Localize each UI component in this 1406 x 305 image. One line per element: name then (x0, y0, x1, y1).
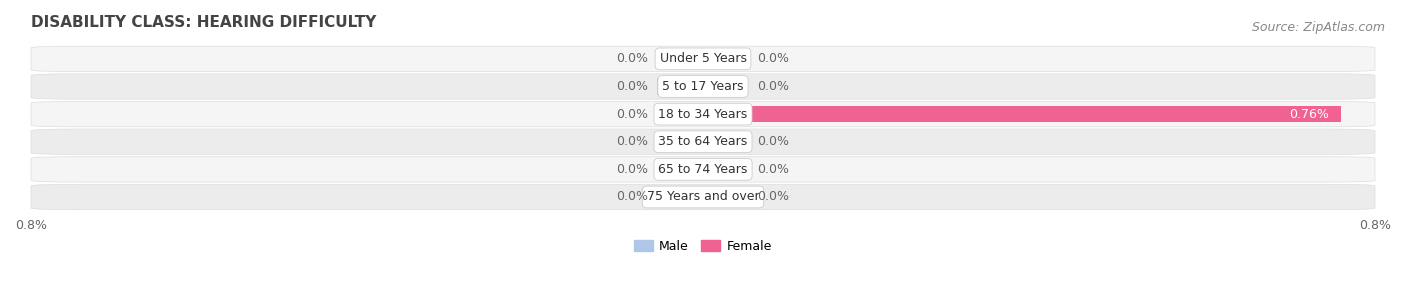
Legend: Male, Female: Male, Female (634, 240, 772, 253)
Text: 0.0%: 0.0% (616, 191, 648, 203)
Text: 18 to 34 Years: 18 to 34 Years (658, 108, 748, 120)
Bar (657, 161, 703, 178)
Text: DISABILITY CLASS: HEARING DIFFICULTY: DISABILITY CLASS: HEARING DIFFICULTY (31, 15, 377, 30)
Text: 0.0%: 0.0% (616, 108, 648, 120)
Text: 35 to 64 Years: 35 to 64 Years (658, 135, 748, 148)
Bar (703, 134, 741, 150)
Bar (703, 161, 741, 178)
FancyBboxPatch shape (31, 157, 1375, 182)
FancyBboxPatch shape (31, 129, 1375, 154)
Text: 75 Years and over: 75 Years and over (647, 191, 759, 203)
Bar (703, 106, 1341, 122)
Text: 5 to 17 Years: 5 to 17 Years (662, 80, 744, 93)
FancyBboxPatch shape (31, 74, 1375, 99)
Text: 0.0%: 0.0% (616, 135, 648, 148)
Text: 0.0%: 0.0% (616, 52, 648, 65)
Bar (657, 51, 703, 67)
Text: 65 to 74 Years: 65 to 74 Years (658, 163, 748, 176)
Text: 0.0%: 0.0% (758, 52, 790, 65)
Text: Under 5 Years: Under 5 Years (659, 52, 747, 65)
Bar (703, 78, 741, 95)
Bar (703, 189, 741, 205)
Text: 0.0%: 0.0% (758, 191, 790, 203)
Bar (657, 134, 703, 150)
Bar (657, 78, 703, 95)
Bar (703, 51, 741, 67)
Bar (657, 189, 703, 205)
Text: 0.0%: 0.0% (616, 80, 648, 93)
FancyBboxPatch shape (31, 46, 1375, 72)
Text: 0.0%: 0.0% (758, 80, 790, 93)
FancyBboxPatch shape (31, 184, 1375, 210)
Text: 0.0%: 0.0% (758, 163, 790, 176)
Text: 0.0%: 0.0% (616, 163, 648, 176)
Bar (657, 106, 703, 122)
Text: 0.76%: 0.76% (1289, 108, 1329, 120)
Text: 0.0%: 0.0% (758, 135, 790, 148)
Text: Source: ZipAtlas.com: Source: ZipAtlas.com (1251, 21, 1385, 34)
FancyBboxPatch shape (31, 101, 1375, 127)
